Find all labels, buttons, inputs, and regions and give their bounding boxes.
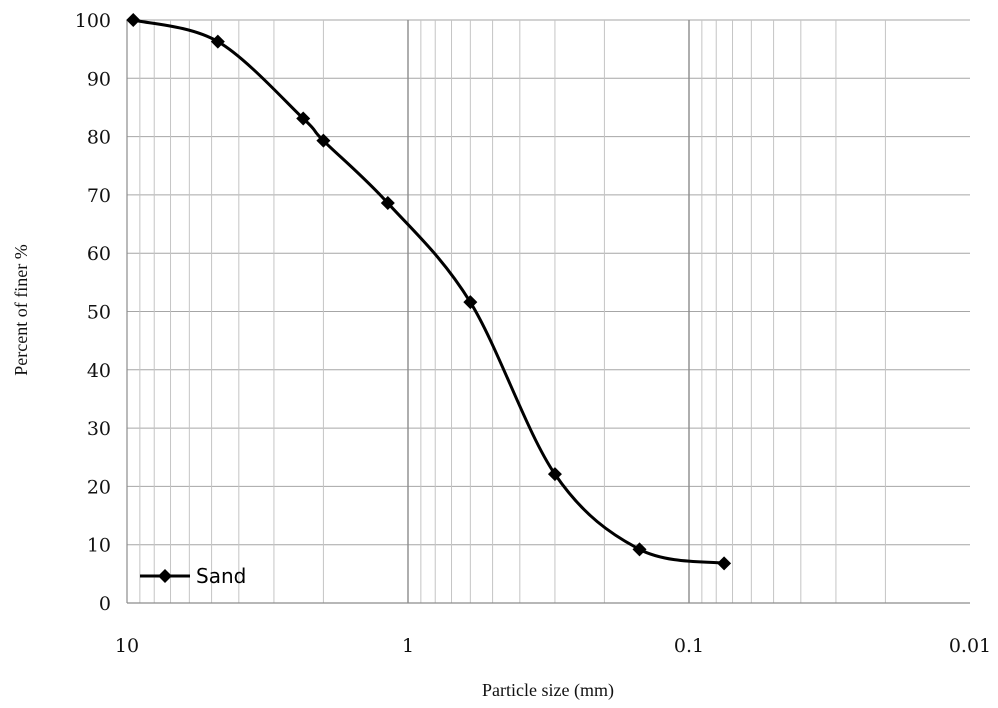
data-point-sand [316,133,331,148]
y-tick-label: 20 [87,476,111,498]
x-tick-label: 1 [402,635,414,657]
legend-marker [158,569,172,583]
x-tick-label: 0.01 [949,635,991,657]
x-tick-label: 0.1 [674,635,704,657]
y-tick-label: 90 [87,68,111,90]
y-tick-label: 30 [87,418,111,440]
y-tick-label: 10 [87,535,111,557]
data-point-sand [717,556,732,571]
x-axis-title: Particle size (mm) [482,680,614,701]
y-tick-label: 50 [87,302,111,324]
series-sand [126,13,732,571]
series-line-sand [132,18,725,565]
legend: Sand [140,564,246,588]
data-point-sand [547,467,562,482]
y-tick-label: 70 [87,185,111,207]
data-point-sand [463,295,478,310]
data-point-sand [296,111,311,126]
y-tick-label: 80 [87,127,111,149]
y-tick-label: 60 [87,243,111,265]
y-tick-label: 100 [75,10,111,32]
y-tick-label: 0 [99,593,111,615]
y-tick-label: 40 [87,360,111,382]
data-point-sand [210,34,225,49]
data-point-sand [126,13,141,27]
y-axis-title: Percent of finer % [11,244,31,375]
data-point-sand [380,196,395,211]
legend-label-sand: Sand [196,564,246,588]
x-tick-label: 10 [115,635,139,657]
data-point-sand [632,542,647,557]
axes [126,20,970,604]
grid-lines [127,19,970,603]
